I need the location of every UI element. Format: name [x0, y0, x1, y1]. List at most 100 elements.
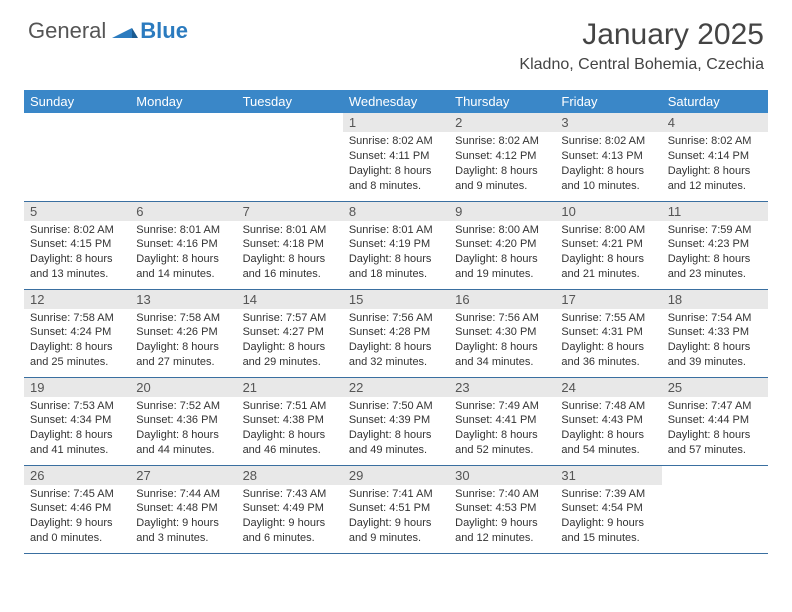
sunset-text: Sunset: 4:14 PM — [668, 149, 762, 164]
calendar-cell: 1Sunrise: 8:02 AMSunset: 4:11 PMDaylight… — [343, 113, 449, 201]
calendar-cell: 2Sunrise: 8:02 AMSunset: 4:12 PMDaylight… — [449, 113, 555, 201]
day-details: Sunrise: 8:00 AMSunset: 4:21 PMDaylight:… — [555, 221, 661, 286]
day-details: Sunrise: 7:58 AMSunset: 4:26 PMDaylight:… — [130, 309, 236, 374]
sunrise-text: Sunrise: 7:39 AM — [561, 487, 655, 502]
calendar-week-row: 12Sunrise: 7:58 AMSunset: 4:24 PMDayligh… — [24, 289, 768, 377]
calendar-cell: 22Sunrise: 7:50 AMSunset: 4:39 PMDayligh… — [343, 377, 449, 465]
month-title: January 2025 — [519, 18, 764, 52]
sunrise-text: Sunrise: 7:48 AM — [561, 399, 655, 414]
daylight-text: Daylight: 8 hours and 32 minutes. — [349, 340, 443, 370]
day-number: 2 — [449, 113, 555, 132]
daylight-text: Daylight: 8 hours and 18 minutes. — [349, 252, 443, 282]
sunset-text: Sunset: 4:21 PM — [561, 237, 655, 252]
daylight-text: Daylight: 8 hours and 46 minutes. — [243, 428, 337, 458]
brand-text-blue: Blue — [140, 18, 188, 44]
sunset-text: Sunset: 4:36 PM — [136, 413, 230, 428]
day-number: 21 — [237, 378, 343, 397]
daylight-text: Daylight: 8 hours and 16 minutes. — [243, 252, 337, 282]
day-details: Sunrise: 7:53 AMSunset: 4:34 PMDaylight:… — [24, 397, 130, 462]
sunset-text: Sunset: 4:44 PM — [668, 413, 762, 428]
sunset-text: Sunset: 4:26 PM — [136, 325, 230, 340]
sunrise-text: Sunrise: 8:02 AM — [30, 223, 124, 238]
day-details: Sunrise: 8:01 AMSunset: 4:19 PMDaylight:… — [343, 221, 449, 286]
calendar-body: 1Sunrise: 8:02 AMSunset: 4:11 PMDaylight… — [24, 113, 768, 553]
day-number: 6 — [130, 202, 236, 221]
calendar-cell — [130, 113, 236, 201]
calendar-cell: 13Sunrise: 7:58 AMSunset: 4:26 PMDayligh… — [130, 289, 236, 377]
calendar-week-row: 5Sunrise: 8:02 AMSunset: 4:15 PMDaylight… — [24, 201, 768, 289]
sunrise-text: Sunrise: 8:00 AM — [561, 223, 655, 238]
sunset-text: Sunset: 4:15 PM — [30, 237, 124, 252]
sunrise-text: Sunrise: 8:01 AM — [349, 223, 443, 238]
daylight-text: Daylight: 8 hours and 19 minutes. — [455, 252, 549, 282]
calendar-cell: 25Sunrise: 7:47 AMSunset: 4:44 PMDayligh… — [662, 377, 768, 465]
daylight-text: Daylight: 8 hours and 9 minutes. — [455, 164, 549, 194]
day-number: 31 — [555, 466, 661, 485]
daylight-text: Daylight: 9 hours and 0 minutes. — [30, 516, 124, 546]
calendar-cell: 26Sunrise: 7:45 AMSunset: 4:46 PMDayligh… — [24, 465, 130, 553]
calendar-week-row: 19Sunrise: 7:53 AMSunset: 4:34 PMDayligh… — [24, 377, 768, 465]
daylight-text: Daylight: 8 hours and 10 minutes. — [561, 164, 655, 194]
calendar-cell: 28Sunrise: 7:43 AMSunset: 4:49 PMDayligh… — [237, 465, 343, 553]
daylight-text: Daylight: 9 hours and 15 minutes. — [561, 516, 655, 546]
sunrise-text: Sunrise: 7:57 AM — [243, 311, 337, 326]
day-details: Sunrise: 7:45 AMSunset: 4:46 PMDaylight:… — [24, 485, 130, 550]
calendar-cell: 24Sunrise: 7:48 AMSunset: 4:43 PMDayligh… — [555, 377, 661, 465]
sunrise-text: Sunrise: 8:02 AM — [668, 134, 762, 149]
day-number: 18 — [662, 290, 768, 309]
daylight-text: Daylight: 9 hours and 6 minutes. — [243, 516, 337, 546]
sunset-text: Sunset: 4:16 PM — [136, 237, 230, 252]
day-number: 27 — [130, 466, 236, 485]
calendar-cell: 10Sunrise: 8:00 AMSunset: 4:21 PMDayligh… — [555, 201, 661, 289]
daylight-text: Daylight: 8 hours and 25 minutes. — [30, 340, 124, 370]
day-number: 8 — [343, 202, 449, 221]
day-details: Sunrise: 7:40 AMSunset: 4:53 PMDaylight:… — [449, 485, 555, 550]
day-header: Wednesday — [343, 90, 449, 113]
sunrise-text: Sunrise: 7:43 AM — [243, 487, 337, 502]
day-header: Sunday — [24, 90, 130, 113]
sunset-text: Sunset: 4:38 PM — [243, 413, 337, 428]
sunset-text: Sunset: 4:33 PM — [668, 325, 762, 340]
daylight-text: Daylight: 8 hours and 57 minutes. — [668, 428, 762, 458]
sunset-text: Sunset: 4:23 PM — [668, 237, 762, 252]
sunrise-text: Sunrise: 7:52 AM — [136, 399, 230, 414]
sunset-text: Sunset: 4:46 PM — [30, 501, 124, 516]
sunset-text: Sunset: 4:19 PM — [349, 237, 443, 252]
day-number — [662, 466, 768, 470]
day-details: Sunrise: 7:59 AMSunset: 4:23 PMDaylight:… — [662, 221, 768, 286]
day-details: Sunrise: 7:50 AMSunset: 4:39 PMDaylight:… — [343, 397, 449, 462]
daylight-text: Daylight: 8 hours and 34 minutes. — [455, 340, 549, 370]
sunset-text: Sunset: 4:51 PM — [349, 501, 443, 516]
calendar-week-row: 26Sunrise: 7:45 AMSunset: 4:46 PMDayligh… — [24, 465, 768, 553]
calendar-cell — [662, 465, 768, 553]
daylight-text: Daylight: 8 hours and 36 minutes. — [561, 340, 655, 370]
page-header: General Blue January 2025 Kladno, Centra… — [0, 0, 792, 82]
sunset-text: Sunset: 4:30 PM — [455, 325, 549, 340]
day-details: Sunrise: 8:01 AMSunset: 4:18 PMDaylight:… — [237, 221, 343, 286]
sunset-text: Sunset: 4:27 PM — [243, 325, 337, 340]
day-number: 22 — [343, 378, 449, 397]
calendar-cell: 29Sunrise: 7:41 AMSunset: 4:51 PMDayligh… — [343, 465, 449, 553]
day-details: Sunrise: 7:57 AMSunset: 4:27 PMDaylight:… — [237, 309, 343, 374]
day-number: 25 — [662, 378, 768, 397]
sunrise-text: Sunrise: 7:49 AM — [455, 399, 549, 414]
day-number: 7 — [237, 202, 343, 221]
day-number: 5 — [24, 202, 130, 221]
sunrise-text: Sunrise: 7:50 AM — [349, 399, 443, 414]
daylight-text: Daylight: 8 hours and 49 minutes. — [349, 428, 443, 458]
day-details: Sunrise: 8:02 AMSunset: 4:15 PMDaylight:… — [24, 221, 130, 286]
sunrise-text: Sunrise: 7:58 AM — [30, 311, 124, 326]
calendar-cell: 5Sunrise: 8:02 AMSunset: 4:15 PMDaylight… — [24, 201, 130, 289]
sunset-text: Sunset: 4:31 PM — [561, 325, 655, 340]
calendar-cell: 27Sunrise: 7:44 AMSunset: 4:48 PMDayligh… — [130, 465, 236, 553]
sunset-text: Sunset: 4:48 PM — [136, 501, 230, 516]
day-header: Monday — [130, 90, 236, 113]
brand-text-general: General — [28, 18, 106, 44]
day-details: Sunrise: 7:49 AMSunset: 4:41 PMDaylight:… — [449, 397, 555, 462]
brand-logo: General Blue — [28, 18, 188, 44]
sunset-text: Sunset: 4:13 PM — [561, 149, 655, 164]
calendar-cell: 17Sunrise: 7:55 AMSunset: 4:31 PMDayligh… — [555, 289, 661, 377]
sunset-text: Sunset: 4:39 PM — [349, 413, 443, 428]
calendar-cell: 14Sunrise: 7:57 AMSunset: 4:27 PMDayligh… — [237, 289, 343, 377]
sunrise-text: Sunrise: 7:54 AM — [668, 311, 762, 326]
